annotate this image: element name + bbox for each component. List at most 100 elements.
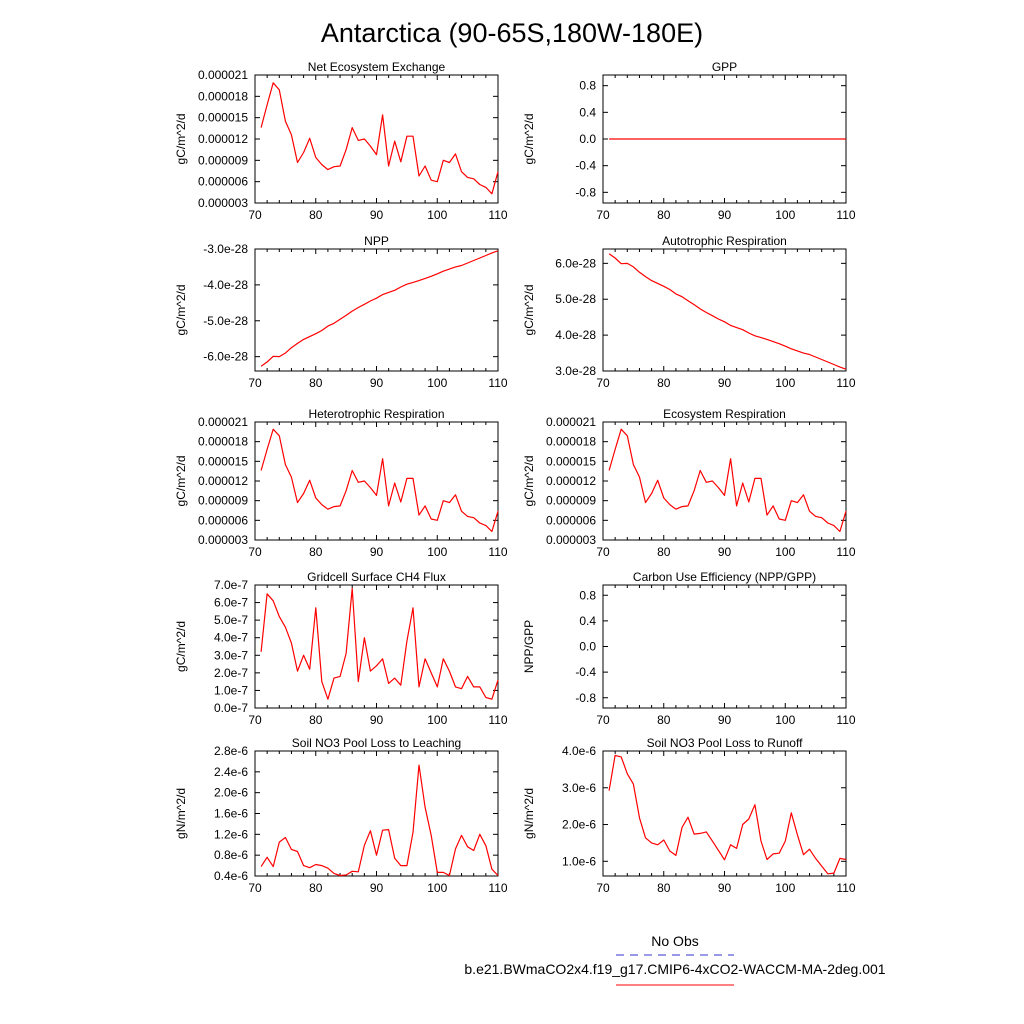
y-tick-label: -0.4 [575,159,596,173]
x-tick-label: 100 [427,545,447,559]
y-axis-label: gC/m^2/d [174,621,188,672]
y-tick-label: -0.8 [575,691,596,705]
y-tick-label: 0.000021 [198,415,248,429]
y-axis-label: gC/m^2/d [174,114,188,165]
y-tick-label: 0.000003 [198,533,248,547]
x-tick-label: 80 [657,208,671,222]
plot-frame [254,248,499,372]
x-tick-label: 90 [370,545,384,559]
y-tick-label: 3.0e-6 [562,781,596,795]
y-tick-label: -3.0e-28 [203,242,248,256]
x-tick-label: 100 [427,208,447,222]
y-tick-label: 0.000018 [198,435,248,449]
x-tick-label: 70 [596,881,610,895]
y-tick-label: 1.0e-7 [214,683,248,697]
x-tick-label: 100 [775,545,795,559]
panel-5: Heterotrophic Respiration gC/m^2/d 70 80 90 1… [174,407,508,559]
y-tick-label: 0.4 [579,614,596,628]
y-tick-label: -6.0e-28 [203,350,248,364]
plot-frame [602,421,847,541]
x-tick-label: 110 [488,376,507,390]
series-line [260,428,499,533]
y-tick-label: -0.4 [575,665,596,679]
panel-title: Soil NO3 Pool Loss to Runoff [647,736,804,750]
x-tick-label: 80 [657,545,671,559]
y-tick-label: 2.4e-6 [214,765,248,779]
x-tick-label: 90 [370,208,384,222]
x-tick-label: 80 [309,881,323,895]
plot-frame [602,584,847,709]
y-tick-label: 0.0 [579,640,596,654]
panel-title: Gridcell Surface CH4 Flux [307,570,446,584]
x-tick-label: 90 [370,713,384,727]
x-tick-label: 90 [718,713,732,727]
y-tick-label: 2.0e-7 [214,666,248,680]
y-tick-label: 0.000015 [198,111,248,125]
y-tick-label: 0.000003 [546,533,596,547]
y-axis-label: gN/m^2/d [174,788,188,839]
x-tick-label: 100 [775,376,795,390]
series-line [260,587,499,700]
y-tick-label: 1.2e-6 [214,827,248,841]
y-tick-label: 2.0e-6 [214,786,248,800]
y-tick-label: 0.4e-6 [214,869,248,883]
panel-2: GPP gC/m^2/d 70 80 90 100 110 -0.8 -0.4 0.0 0.4 0.8 [522,60,856,222]
y-tick-label: 4.0e-28 [555,328,596,342]
x-tick-label: 70 [248,545,262,559]
y-tick-label: 0.000012 [198,132,248,146]
series-line [260,764,499,877]
x-tick-label: 100 [427,881,447,895]
series-line [608,253,847,370]
x-tick-label: 90 [718,376,732,390]
y-tick-label: 0.000006 [198,175,248,189]
y-tick-label: 3.0e-28 [555,364,596,378]
x-tick-label: 100 [775,208,795,222]
x-tick-label: 100 [427,376,447,390]
y-tick-label: 0.0e-7 [214,701,248,715]
x-tick-label: 70 [596,376,610,390]
x-tick-label: 80 [309,545,323,559]
y-tick-label: -4.0e-28 [203,278,248,292]
x-tick-label: 100 [427,713,447,727]
panel-3: NPP gC/m^2/d 70 80 90 100 110 -6.0e-28 -5.0e-28 -… [174,234,508,390]
y-tick-label: 5.0e-28 [555,292,596,306]
panel-4: Autotrophic Respiration gC/m^2/d 70 80 90 100… [522,234,856,390]
x-tick-label: 70 [248,376,262,390]
y-tick-label: -0.8 [575,185,596,199]
series-line [608,428,847,533]
x-tick-label: 80 [657,881,671,895]
x-tick-label: 70 [596,713,610,727]
panel-title: Net Ecosystem Exchange [308,60,446,74]
y-tick-label: 0.000009 [198,153,248,167]
y-tick-label: 0.8 [579,588,596,602]
y-tick-label: -5.0e-28 [203,314,248,328]
panel-title: Heterotrophic Respiration [308,407,444,421]
panel-6: Ecosystem Respiration gC/m^2/d 70 80 90 100 11… [522,407,856,559]
y-tick-label: 0.000015 [198,454,248,468]
x-tick-label: 80 [309,208,323,222]
x-tick-label: 70 [248,713,262,727]
panel-10: Soil NO3 Pool Loss to Runoff gN/m^2/d 70 80… [522,736,856,895]
x-tick-label: 70 [596,208,610,222]
panel-title: Carbon Use Efficiency (NPP/GPP) [633,570,816,584]
series-line [260,250,499,367]
x-tick-label: 110 [836,545,855,559]
y-axis-label: NPP/GPP [522,620,536,673]
panel-title: GPP [712,60,737,74]
y-tick-label: 0.000018 [546,435,596,449]
x-tick-label: 100 [775,713,795,727]
series-line [608,754,847,875]
y-axis-label: gC/m^2/d [174,456,188,507]
x-tick-label: 110 [488,881,507,895]
x-tick-label: 70 [248,881,262,895]
y-tick-label: 5.0e-7 [214,613,248,627]
series-line [260,82,499,195]
panel-7: Gridcell Surface CH4 Flux gC/m^2/d 70 80 90 1… [174,570,508,727]
y-tick-label: 0.000003 [198,196,248,210]
y-tick-label: 1.6e-6 [214,807,248,821]
panel-1: Net Ecosystem Exchange gC/m^2/d 70 80 90 100 1… [174,60,508,222]
x-tick-label: 80 [309,713,323,727]
y-tick-label: 0.8 [579,79,596,93]
panel-9: Soil NO3 Pool Loss to Leaching gN/m^2/d 70… [174,736,508,895]
